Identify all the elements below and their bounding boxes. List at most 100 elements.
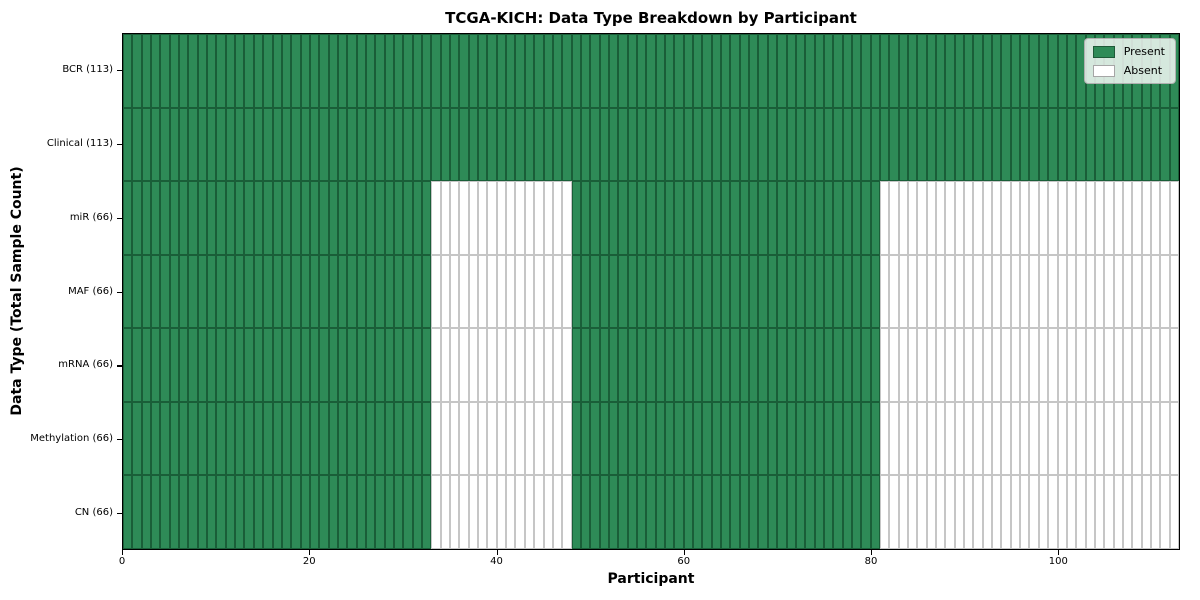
heatmap-cell xyxy=(795,328,806,402)
heatmap-cell xyxy=(347,107,357,182)
heatmap-cell xyxy=(487,328,497,402)
heatmap-cell xyxy=(281,401,292,476)
heatmap-cell xyxy=(431,34,441,108)
heatmap-cell xyxy=(487,254,497,329)
heatmap-cell xyxy=(982,254,993,329)
heatmap-cell xyxy=(608,107,619,182)
heatmap-cell xyxy=(590,401,600,476)
heatmap-cell xyxy=(1057,475,1067,549)
heatmap-cell xyxy=(347,475,357,549)
heatmap-cell xyxy=(1010,401,1021,476)
heatmap-cell xyxy=(627,254,637,329)
heatmap-cell xyxy=(683,475,694,549)
heatmap-cell xyxy=(151,475,161,549)
heatmap-cell xyxy=(1160,254,1170,329)
heatmap-cell xyxy=(188,475,198,549)
heatmap-cell xyxy=(534,475,544,549)
heatmap-cell xyxy=(889,181,899,255)
heatmap-cell xyxy=(356,475,366,549)
heatmap-cell xyxy=(749,328,759,402)
heatmap-cell xyxy=(197,107,208,182)
heatmap-cell xyxy=(683,401,694,476)
heatmap-cell xyxy=(515,475,525,549)
heatmap-cell xyxy=(936,181,946,255)
heatmap-cell xyxy=(954,328,965,402)
heatmap-cell xyxy=(711,401,722,476)
heatmap-cell xyxy=(515,401,525,476)
heatmap-cell xyxy=(842,401,852,476)
heatmap-cell xyxy=(721,475,731,549)
heatmap-cell xyxy=(309,107,320,182)
heatmap-cell xyxy=(777,181,787,255)
heatmap-cell xyxy=(590,107,600,182)
heatmap-cell xyxy=(543,107,553,182)
heatmap-cell xyxy=(954,107,965,182)
heatmap-cell xyxy=(655,328,666,402)
heatmap-cell xyxy=(1048,181,1058,255)
heatmap-cell xyxy=(1066,34,1077,108)
heatmap-cell xyxy=(898,401,908,476)
heatmap-cell xyxy=(814,401,824,476)
heatmap-cell xyxy=(468,181,479,255)
heatmap-cell xyxy=(1113,254,1123,329)
heatmap-cell xyxy=(356,254,366,329)
heatmap-cell xyxy=(861,475,871,549)
heatmap-cell xyxy=(627,475,637,549)
heatmap-cell xyxy=(973,328,983,402)
heatmap-cell xyxy=(655,181,666,255)
heatmap-cell xyxy=(356,34,366,108)
heatmap-cell xyxy=(328,475,338,549)
heatmap-cell xyxy=(375,107,385,182)
heatmap-cell xyxy=(786,254,796,329)
heatmap-cell xyxy=(926,475,937,549)
heatmap-cell xyxy=(889,475,899,549)
heatmap-cell xyxy=(618,34,628,108)
heatmap-cell xyxy=(365,254,376,329)
heatmap-cell xyxy=(786,401,796,476)
heatmap-cell xyxy=(188,328,198,402)
x-tick-mark xyxy=(1058,550,1060,555)
heatmap-cell xyxy=(870,34,880,108)
heatmap-cell xyxy=(1150,475,1161,549)
heatmap-cell xyxy=(496,328,507,402)
heatmap-cell xyxy=(431,181,441,255)
heatmap-cell xyxy=(244,401,254,476)
heatmap-cell xyxy=(992,34,1002,108)
heatmap-cell xyxy=(580,34,591,108)
heatmap-cell xyxy=(767,34,778,108)
absent-swatch-icon xyxy=(1092,64,1115,77)
heatmap-cell xyxy=(1094,401,1105,476)
heatmap-cell xyxy=(1141,475,1151,549)
heatmap-cell xyxy=(851,328,862,402)
heatmap-cell xyxy=(496,254,507,329)
plot-area xyxy=(122,33,1180,550)
heatmap-cell xyxy=(440,181,451,255)
heatmap-cell xyxy=(1085,328,1095,402)
heatmap-cell xyxy=(524,254,535,329)
heatmap-cell xyxy=(216,254,226,329)
heatmap-cell xyxy=(1113,475,1123,549)
heatmap-cell xyxy=(608,401,619,476)
heatmap-cell xyxy=(1020,401,1030,476)
heatmap-cell xyxy=(646,328,656,402)
heatmap-cell xyxy=(197,34,208,108)
heatmap-cell xyxy=(599,475,609,549)
heatmap-cell xyxy=(627,181,637,255)
heatmap-cell xyxy=(1122,181,1133,255)
heatmap-cell xyxy=(1048,254,1058,329)
heatmap-cell xyxy=(272,34,282,108)
heatmap-cell xyxy=(851,34,862,108)
y-tick-label: MAF (66) xyxy=(68,285,113,297)
heatmap-cell xyxy=(244,34,254,108)
heatmap-cell xyxy=(207,107,217,182)
heatmap-cell xyxy=(1001,254,1011,329)
heatmap-cell xyxy=(571,107,581,182)
heatmap-cell xyxy=(973,107,983,182)
heatmap-cell xyxy=(833,475,843,549)
heatmap-cell xyxy=(721,181,731,255)
heatmap-cell xyxy=(749,107,759,182)
heatmap-cell xyxy=(468,254,479,329)
heatmap-cell xyxy=(552,107,563,182)
heatmap-cell xyxy=(272,181,282,255)
heatmap-cell xyxy=(1066,401,1077,476)
